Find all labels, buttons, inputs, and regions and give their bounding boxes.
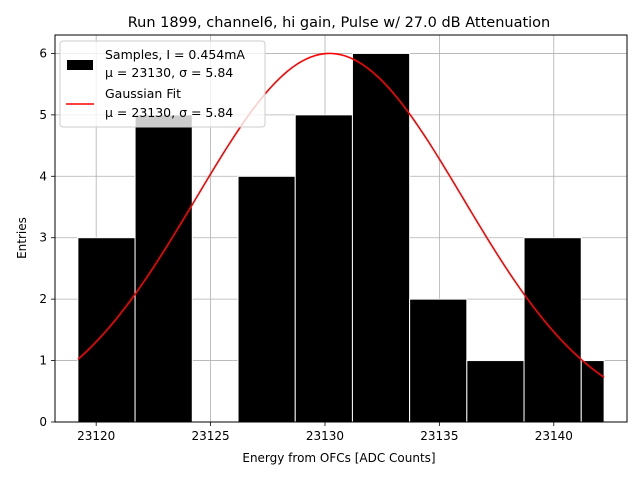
y-tick-label: 0 <box>39 415 47 429</box>
y-axis-ticks: 0 1 2 3 4 5 6 <box>39 46 55 429</box>
x-tick-label: 23130 <box>306 429 344 443</box>
axes-frame <box>54 34 628 423</box>
chart-title: Run 1899, channel6, hi gain, Pulse w/ 27… <box>128 15 551 31</box>
gaussian-fit-line <box>77 52 605 379</box>
x-tick-label: 23140 <box>535 429 573 443</box>
x-tick-label: 23135 <box>420 429 458 443</box>
legend-fit-label: Gaussian Fit <box>105 86 181 101</box>
y-tick-label: 1 <box>39 354 47 368</box>
y-tick-label: 2 <box>39 292 47 306</box>
histogram-bar <box>409 298 468 423</box>
x-axis-label: Energy from OFCs [ADC Counts] <box>242 451 435 465</box>
legend-box <box>59 40 266 128</box>
legend: Samples, I = 0.454mA μ = 23130, σ = 5.84… <box>59 40 266 128</box>
histogram-bars <box>77 52 605 423</box>
histogram-bar <box>134 114 193 423</box>
y-tick-label: 4 <box>39 169 47 183</box>
x-axis-ticks: 23120 23125 23130 23135 23140 <box>77 422 573 443</box>
x-tick-label: 23125 <box>191 429 229 443</box>
histogram-bar <box>466 360 525 423</box>
y-axis-label: Entries <box>15 217 29 259</box>
histogram-bar <box>237 175 296 423</box>
legend-samples-label: Samples, I = 0.454mA <box>105 47 245 62</box>
x-tick-label: 23120 <box>77 429 115 443</box>
legend-samples-swatch <box>67 60 93 70</box>
fit-layer <box>77 52 605 379</box>
histogram-bar <box>294 114 353 423</box>
legend-fit-stats: μ = 23130, σ = 5.84 <box>105 105 233 120</box>
y-tick-label: 6 <box>39 46 47 60</box>
y-tick-label: 5 <box>39 108 47 122</box>
histogram-bar <box>351 52 411 423</box>
legend-samples-stats: μ = 23130, σ = 5.84 <box>105 65 233 80</box>
y-tick-label: 3 <box>39 231 47 245</box>
